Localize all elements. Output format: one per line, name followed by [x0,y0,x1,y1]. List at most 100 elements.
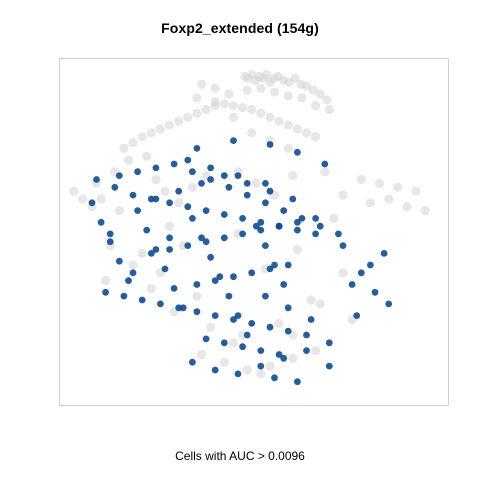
cell-point-highlighted [257,347,265,354]
cell-point-highlighted [243,331,251,339]
cell-point-background [247,128,257,138]
cell-point-highlighted [230,316,237,323]
cell-point-background [329,213,339,223]
cell-point-background [256,369,266,379]
cell-point-highlighted [220,234,228,242]
cell-point-background [356,174,366,185]
cell-point-highlighted [239,343,247,351]
cell-point-background [210,83,220,93]
cell-point-highlighted [220,211,228,218]
cell-point-background [292,124,302,134]
cell-point-highlighted [106,230,114,238]
cell-point-highlighted [303,331,310,339]
cell-point-highlighted [106,238,114,246]
cell-point-highlighted [266,141,274,148]
cell-point-highlighted [339,242,347,250]
cell-point-background [123,155,134,165]
cell-point-highlighted [234,172,242,179]
cell-point-highlighted [298,215,306,222]
cell-point-highlighted [138,296,146,304]
cell-point-background [292,244,302,255]
cell-point-highlighted [184,156,192,164]
cell-point-highlighted [275,351,283,358]
cell-point-highlighted [152,164,160,172]
x-axis-label: Cells with AUC > 0.0096 [175,449,305,463]
cell-point-background [288,171,298,181]
cell-point-highlighted [216,273,224,281]
cell-point-highlighted [262,292,269,300]
cell-point-highlighted [257,218,265,226]
cell-point-highlighted [161,265,169,273]
cell-point-highlighted [211,366,219,374]
cell-point-highlighted [189,215,196,222]
cell-point-highlighted [271,261,278,269]
cell-point-background [265,361,275,371]
cell-point-highlighted [93,176,100,183]
cell-point-background [128,138,138,148]
cell-point-highlighted [184,242,192,250]
cell-point-background [256,108,266,118]
cell-point-highlighted [243,180,251,187]
cell-point-background [274,318,284,328]
cell-point-highlighted [284,304,292,312]
cell-point-background [311,132,321,142]
cell-point-background [256,83,266,93]
cell-point-highlighted [152,246,160,253]
cell-point-highlighted [325,362,333,370]
cell-point-highlighted [157,300,164,308]
cell-point-background [242,365,252,375]
cell-point-background [247,104,257,115]
scatter-plot [69,70,430,386]
cell-point-background [269,87,280,97]
cell-point-background [210,97,220,107]
cell-point-background [228,101,239,111]
cell-point-background [301,81,312,91]
cell-point-background [119,143,129,153]
cell-point-highlighted [284,327,292,335]
cell-point-highlighted [266,323,274,331]
cell-point-highlighted [266,187,274,195]
cell-point-highlighted [312,215,319,222]
cell-point-highlighted [166,234,173,242]
cell-point-background [238,103,248,113]
cell-point-highlighted [303,347,310,354]
cell-point-highlighted [257,362,265,370]
cell-point-background [96,194,106,204]
cell-point-highlighted [294,218,301,226]
cell-point-highlighted [202,238,210,246]
cell-point-highlighted [134,207,141,215]
cell-point-highlighted [385,300,393,308]
cell-point-highlighted [262,199,269,207]
cell-point-highlighted [239,215,247,222]
cell-point-background [324,104,334,115]
cell-point-highlighted [357,269,365,277]
cell-point-highlighted [220,339,228,347]
cell-point-background [192,291,202,301]
cell-point-highlighted [225,183,233,191]
cell-point-background [365,198,375,208]
cell-point-highlighted [115,172,123,179]
cell-point-highlighted [367,261,374,269]
cell-point-highlighted [166,246,173,253]
cell-point-highlighted [312,230,319,238]
cell-point-highlighted [353,312,361,319]
cell-point-background [320,167,330,177]
cell-point-highlighted [271,374,278,382]
cell-point-highlighted [325,339,333,347]
cell-point-highlighted [102,288,109,296]
cell-point-background [420,206,430,216]
cell-point-highlighted [166,199,173,207]
cell-point-highlighted [321,160,329,168]
cell-point-background [315,299,325,309]
cell-point-background [338,190,348,200]
cell-point-highlighted [198,180,205,187]
cell-point-background [201,104,211,115]
cell-point-highlighted [207,253,215,261]
cell-point-highlighted [189,358,196,366]
cell-point-background [338,268,348,278]
cell-point-highlighted [239,230,247,238]
cell-point-highlighted [371,288,379,296]
cell-point-background [297,93,307,103]
cell-point-highlighted [152,195,160,203]
cell-point-background [196,79,207,89]
